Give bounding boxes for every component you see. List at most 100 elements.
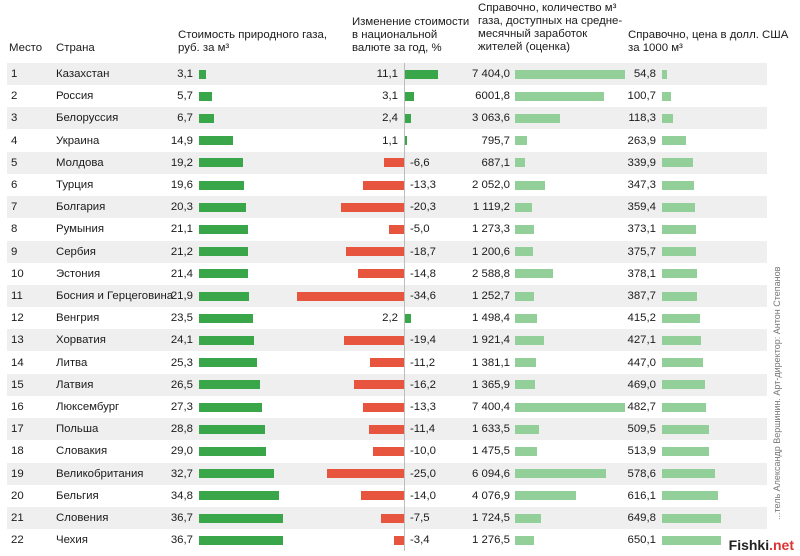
table-row: 13 Хорватия 24,1 -19,4 1 921,4 427,1 [7,329,767,352]
change-bar [363,180,404,190]
change-bar [360,491,404,501]
change-bar [297,291,404,301]
change-bar [344,335,404,345]
usd-bar [662,247,697,257]
price-label: 25,3 [170,356,193,369]
rank-cell: 13 [11,334,24,347]
change-bar [388,224,404,234]
price-bar [199,202,246,212]
change-bar [404,313,411,323]
table-row: 20 Бельгия 34,8 -14,0 4 076,9 616,1 [7,485,767,507]
usd-bar [662,424,709,434]
volume-bar [515,469,606,479]
change-bar [404,136,408,146]
country-cell: Казахстан [56,68,110,80]
volume-bar [515,513,541,523]
table-row: 22 Чехия 36,7 -3,4 1 276,5 650,1 [7,529,767,551]
usd-bar [662,180,694,190]
table-row: 16 Люксембург 27,3 -13,3 7 400,4 482,7 [7,396,767,418]
price-bar [199,402,262,412]
usd-label: 54,8 [633,68,656,80]
rank-cell: 22 [11,534,24,547]
change-label: 1,1 [382,134,398,147]
change-bar [369,358,404,368]
usd-bar [662,69,667,79]
volume-label: 1 365,9 [471,378,510,391]
rank-cell: 9 [11,245,18,258]
watermark: Fishki.net [729,537,794,553]
country-cell: Великобритания [56,467,144,480]
rank-cell: 5 [11,156,18,169]
change-label: -13,3 [410,179,436,191]
change-bar [404,113,412,123]
change-label: -11,2 [410,356,436,369]
volume-label: 7 400,4 [471,401,510,413]
price-bar [199,535,284,545]
header-usd: Справочно, цена в долл. США за 1000 м³ [628,29,789,54]
usd-label: 373,1 [627,223,656,236]
volume-label: 3 063,6 [471,112,510,125]
usd-bar [662,535,722,545]
volume-label: 1 276,5 [471,534,510,547]
price-label: 21,2 [170,245,193,258]
rank-cell: 14 [11,356,24,369]
volume-label: 4 076,9 [471,489,510,502]
rank-cell: 8 [11,223,18,236]
usd-label: 482,7 [627,401,656,413]
credit-text: ...тель Александр Вершинин. Арт-директор… [772,266,782,520]
price-bar [199,380,260,390]
usd-bar [662,335,701,345]
price-bar [199,313,254,323]
volume-bar [515,535,534,545]
change-bar [373,446,404,456]
usd-label: 649,8 [627,512,656,524]
usd-label: 650,1 [627,534,656,547]
price-label: 6,7 [177,112,193,125]
rank-cell: 4 [11,134,18,147]
country-cell: Румыния [56,223,105,236]
change-zero-axis [404,63,405,551]
volume-label: 2 052,0 [471,179,510,191]
table-row: 2 Россия 5,7 3,1 6001,8 100,7 [7,85,767,107]
usd-label: 469,0 [627,378,656,391]
country-cell: Белоруссия [56,112,119,125]
volume-label: 1 633,5 [471,423,510,436]
table-row: 11 Босния и Герцеговина 21,9 -34,6 1 252,7 38… [7,285,767,307]
price-label: 32,7 [170,467,193,480]
usd-label: 378,1 [627,267,656,280]
price-label: 21,1 [170,223,193,236]
volume-label: 1 200,6 [471,245,510,258]
table-row: 5 Молдова 19,2 -6,6 687,1 339,9 [7,151,767,174]
country-cell: Словения [56,512,109,524]
change-bar [358,269,404,279]
price-label: 34,8 [170,489,193,502]
change-label: -34,6 [410,290,436,302]
price-label: 21,4 [170,267,193,280]
country-cell: Венгрия [56,312,100,325]
table-row: 18 Словакия 29,0 -10,0 1 475,5 513,9 [7,440,767,462]
price-label: 3,1 [177,68,193,80]
price-label: 20,3 [170,201,193,214]
country-cell: Литва [56,356,88,369]
table-row: 21 Словения 36,7 -7,5 1 724,5 649,8 [7,507,767,529]
price-bar [199,136,234,146]
usd-bar [662,291,698,301]
country-cell: Польша [56,423,99,436]
header-country: Страна [56,42,95,54]
usd-bar [662,202,695,212]
volume-label: 6001,8 [475,90,510,103]
change-bar [380,513,404,523]
usd-bar [662,224,697,234]
change-bar [327,469,404,479]
change-label: -13,3 [410,401,436,413]
volume-bar [515,136,527,146]
volume-bar [515,113,561,123]
header-rank: Место [9,42,43,54]
rank-cell: 18 [11,445,24,458]
price-label: 28,8 [170,423,193,436]
change-label: -6,6 [410,156,430,169]
rank-cell: 15 [11,378,24,391]
volume-bar [515,380,536,390]
price-label: 29,0 [170,445,193,458]
change-label: -11,4 [410,423,436,436]
